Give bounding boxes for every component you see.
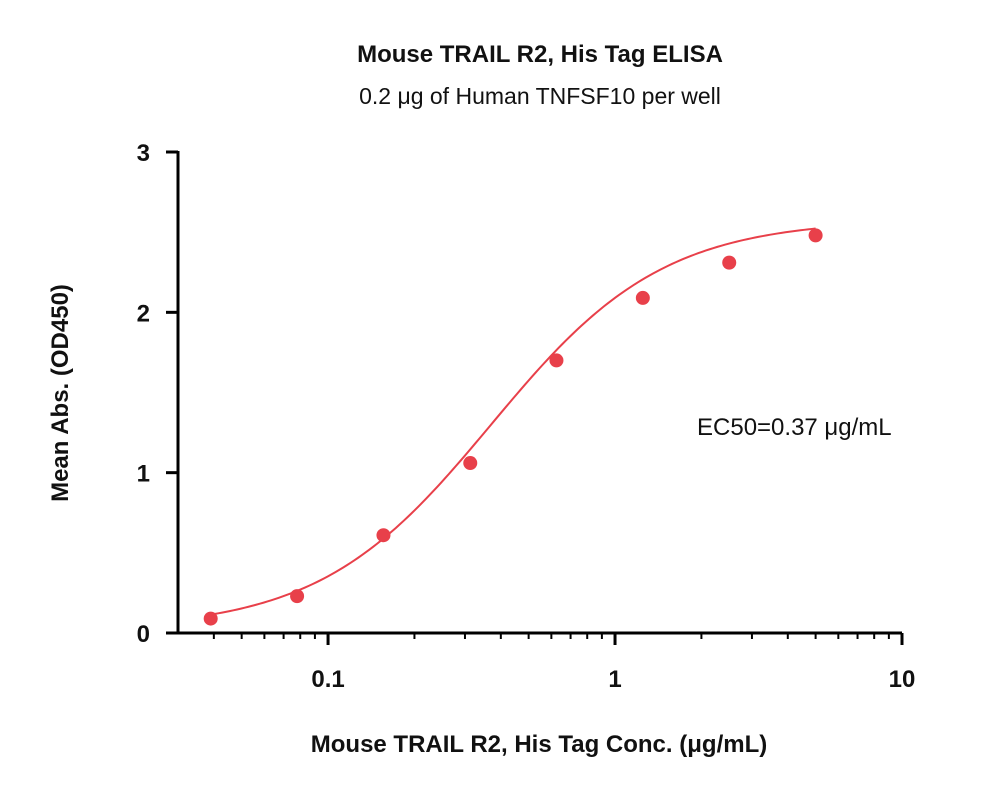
axes: 0 1 2 3 0.1 1 10 bbox=[137, 140, 916, 693]
data-point bbox=[549, 353, 564, 368]
data-points bbox=[203, 228, 823, 626]
y-axis-label: Mean Abs. (OD450) bbox=[47, 284, 74, 502]
data-point bbox=[722, 255, 737, 270]
x-tick-label: 0.1 bbox=[311, 666, 344, 693]
data-point bbox=[635, 290, 650, 305]
data-point bbox=[290, 589, 305, 604]
data-point bbox=[376, 528, 391, 543]
fit-curve-layer bbox=[210, 227, 816, 616]
x-tick-label: 10 bbox=[889, 666, 916, 693]
ec50-annotation: EC50=0.37 μg/mL bbox=[697, 414, 892, 441]
y-tick-label: 2 bbox=[137, 300, 150, 327]
y-tick-label: 0 bbox=[137, 621, 150, 648]
x-axis-label: Mouse TRAIL R2, His Tag Conc. (μg/mL) bbox=[311, 731, 767, 758]
data-point bbox=[203, 611, 218, 626]
y-tick-label: 1 bbox=[137, 461, 150, 488]
x-tick-label: 1 bbox=[608, 666, 621, 693]
data-point bbox=[808, 228, 823, 243]
y-tick-label: 3 bbox=[137, 140, 150, 167]
fit-curve bbox=[210, 227, 816, 616]
chart-title: Mouse TRAIL R2, His Tag ELISA bbox=[357, 41, 723, 68]
data-point bbox=[463, 456, 478, 471]
chart-subtitle: 0.2 μg of Human TNFSF10 per well bbox=[359, 83, 721, 109]
